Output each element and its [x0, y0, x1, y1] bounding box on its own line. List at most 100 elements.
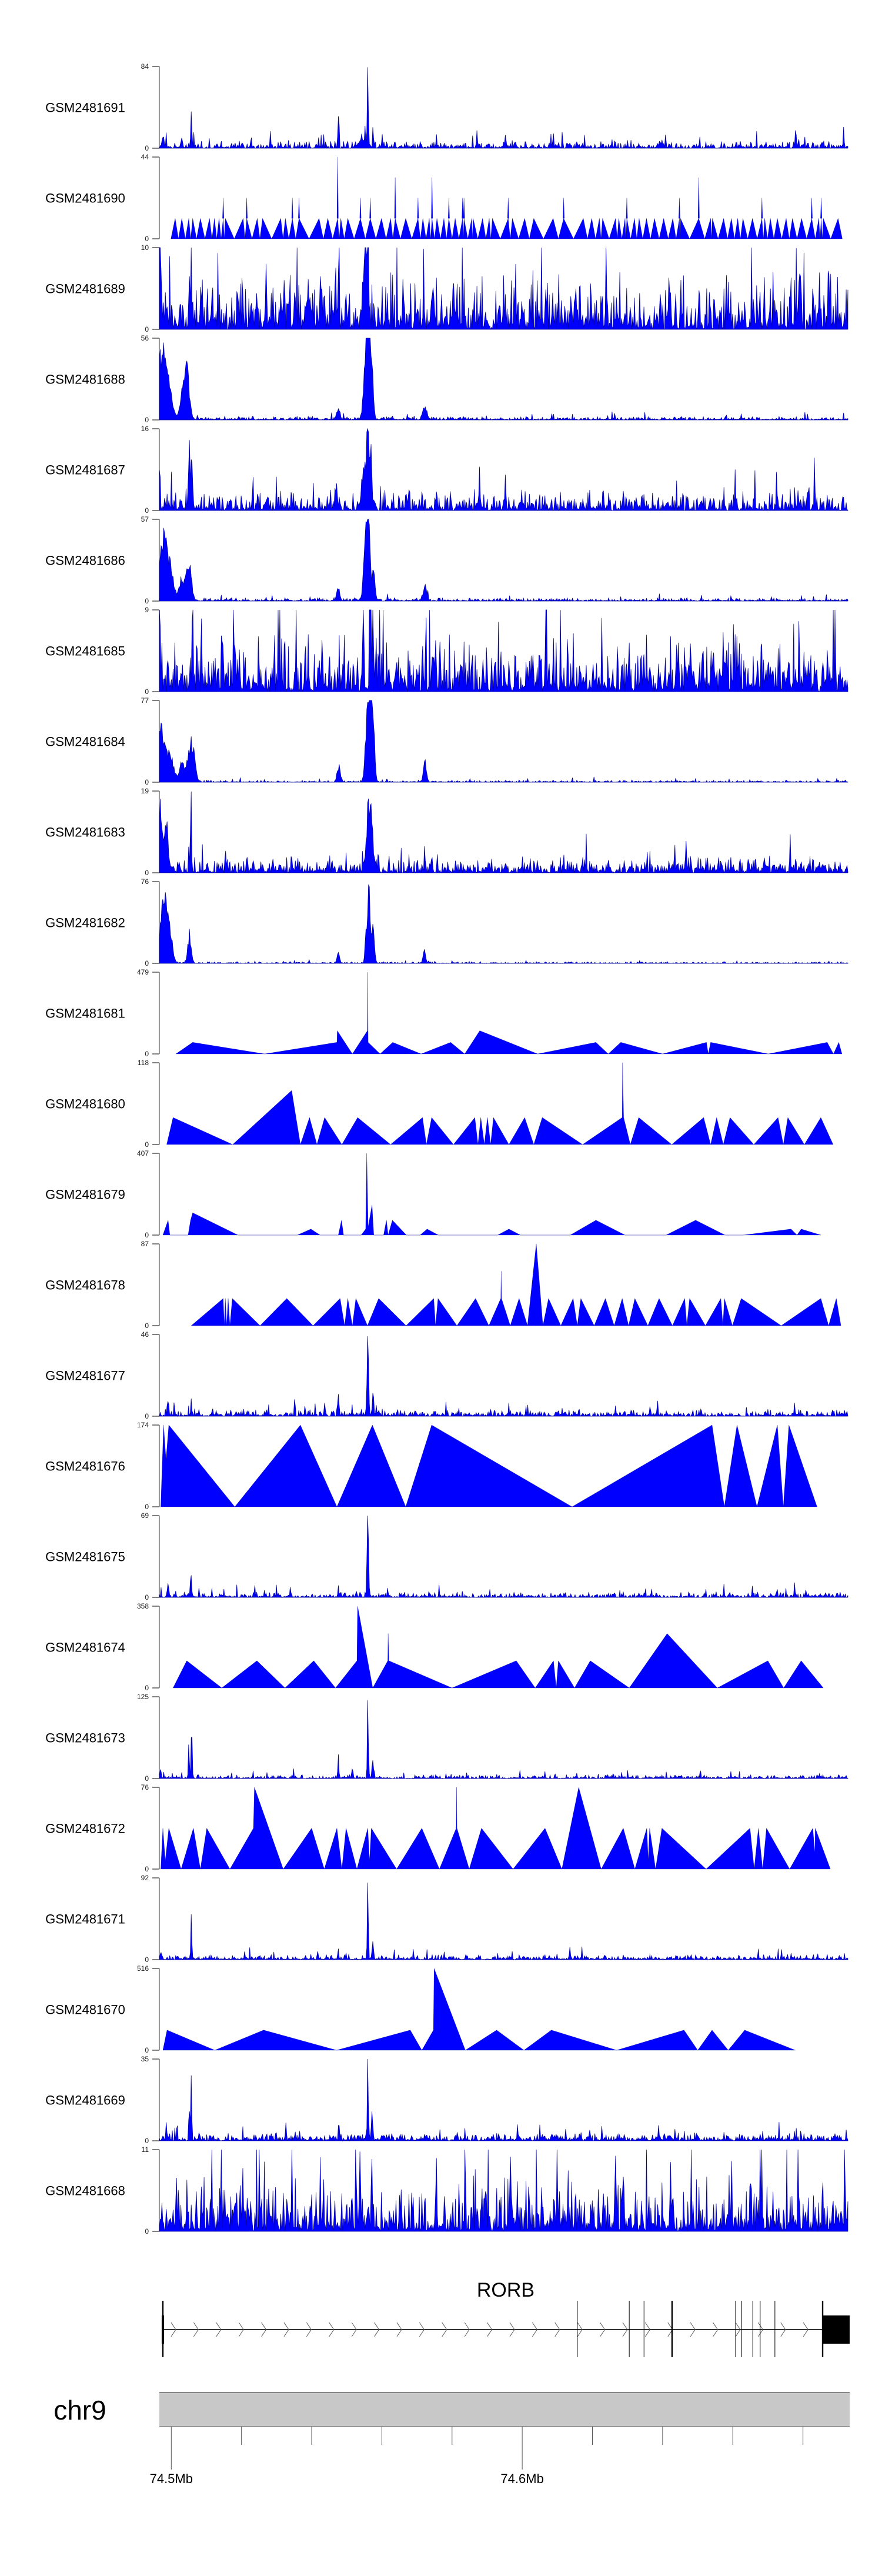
y-axis-max-label: 19 [141, 787, 149, 795]
axis-tick-label: 74.5Mb [150, 2471, 193, 2486]
strand-arrow-icon [261, 2322, 267, 2337]
track-label: GSM2481677 [45, 1369, 125, 1383]
axis-tick-label: 74.6Mb [500, 2471, 543, 2486]
signal-area-GSM2481689 [159, 247, 848, 330]
track-label: GSM2481685 [45, 644, 125, 659]
track-label: GSM2481691 [45, 101, 125, 115]
strand-arrow-icon [374, 2322, 380, 2337]
y-axis-max-label: 46 [141, 1330, 149, 1339]
y-axis-max-label: 76 [141, 1783, 149, 1791]
strand-arrow-icon [757, 2322, 763, 2337]
track-GSM2481688: GSM2481688 56 0 [45, 334, 848, 424]
y-axis-min-label: 0 [145, 1593, 149, 1601]
signal-area-GSM2481674 [173, 1606, 824, 1689]
strand-arrow-icon [193, 2322, 199, 2337]
track-GSM2481680: GSM2481680 118 0 [45, 1059, 834, 1149]
track-label: GSM2481675 [45, 1550, 125, 1564]
track-label: GSM2481684 [45, 735, 125, 749]
y-axis-min-label: 0 [145, 1322, 149, 1330]
y-axis-min-label: 0 [145, 325, 149, 333]
y-axis-min-label: 0 [145, 1956, 149, 1964]
strand-arrow-icon [487, 2322, 493, 2337]
track-GSM2481691: GSM2481691 84 0 [45, 62, 848, 152]
strand-arrow-icon [554, 2322, 560, 2337]
track-label: GSM2481672 [45, 1821, 125, 1836]
strand-arrow-icon [306, 2322, 312, 2337]
signal-tracks: GSM2481691840GSM2481690440GSM2481689100G… [45, 62, 848, 2235]
signal-area-GSM2481669 [159, 2058, 848, 2142]
signal-area-GSM2481684 [159, 700, 848, 783]
last-exon-block [823, 2315, 850, 2344]
y-axis-max-label: 76 [141, 877, 149, 886]
y-axis-max-label: 125 [137, 1693, 149, 1701]
track-label: GSM2481676 [45, 1459, 125, 1474]
y-axis-max-label: 358 [137, 1602, 149, 1610]
y-axis-min-label: 0 [145, 1503, 149, 1511]
signal-area-GSM2481687 [159, 428, 848, 512]
strand-arrow-icon [735, 2322, 741, 2337]
track-label: GSM2481679 [45, 1187, 125, 1202]
track-GSM2481669: GSM2481669 35 0 [45, 2055, 848, 2145]
track-label: GSM2481670 [45, 2003, 125, 2017]
signal-area-GSM2481678 [191, 1243, 841, 1326]
track-label: GSM2481683 [45, 825, 125, 840]
strand-arrow-icon [238, 2322, 244, 2337]
track-GSM2481671: GSM2481671 92 0 [45, 1874, 848, 1964]
strand-arrow-icon [644, 2322, 650, 2337]
track-GSM2481674: GSM2481674 358 0 [45, 1602, 824, 1692]
y-axis-min-label: 0 [145, 144, 149, 152]
y-axis-max-label: 77 [141, 696, 149, 705]
y-axis-min-label: 0 [145, 416, 149, 424]
track-GSM2481668: GSM2481668 11 0 [45, 2145, 848, 2235]
signal-area-GSM2481671 [159, 1882, 848, 1961]
y-axis-max-label: 35 [141, 2055, 149, 2063]
track-label: GSM2481682 [45, 916, 125, 930]
track-label: GSM2481674 [45, 1640, 125, 1655]
y-axis-min-label: 0 [145, 506, 149, 515]
strand-arrow-icon [600, 2322, 606, 2337]
y-axis-max-label: 56 [141, 334, 149, 342]
y-axis-max-label: 516 [137, 1964, 149, 1973]
y-axis-max-label: 57 [141, 515, 149, 523]
signal-area-GSM2481679 [162, 1153, 821, 1236]
strand-arrow-icon [780, 2322, 786, 2337]
track-GSM2481681: GSM2481681 479 0 [45, 968, 843, 1058]
strand-arrow-icon [713, 2322, 719, 2337]
y-axis-max-label: 9 [145, 606, 149, 614]
y-axis-min-label: 0 [145, 1774, 149, 1783]
track-GSM2481682: GSM2481682 76 0 [45, 877, 848, 967]
track-GSM2481670: GSM2481670 516 0 [45, 1964, 796, 2054]
track-label: GSM2481671 [45, 1912, 125, 1927]
signal-area-GSM2481685 [159, 609, 848, 693]
y-axis-max-label: 11 [142, 2145, 149, 2154]
first-exon [161, 2315, 164, 2344]
y-axis-min-label: 0 [145, 1050, 149, 1058]
track-GSM2481675: GSM2481675 69 0 [45, 1511, 848, 1601]
strand-arrow-icon [442, 2322, 447, 2337]
track-label: GSM2481673 [45, 1731, 125, 1746]
track-GSM2481673: GSM2481673 125 0 [45, 1693, 848, 1783]
track-label: GSM2481688 [45, 372, 125, 387]
y-axis-min-label: 0 [145, 778, 149, 786]
y-axis-max-label: 407 [137, 1149, 149, 1157]
strand-arrow-icon [396, 2322, 402, 2337]
strand-arrow-icon [216, 2322, 222, 2337]
y-axis-min-label: 0 [145, 597, 149, 605]
track-GSM2481677: GSM2481677 46 0 [45, 1330, 848, 1420]
track-label: GSM2481690 [45, 191, 125, 206]
y-axis-min-label: 0 [145, 869, 149, 877]
track-label: GSM2481669 [45, 2093, 125, 2108]
track-GSM2481685: GSM2481685 9 0 [45, 606, 848, 696]
signal-area-GSM2481688 [159, 338, 848, 421]
track-GSM2481687: GSM2481687 16 0 [45, 425, 848, 515]
signal-area-GSM2481691 [159, 67, 848, 149]
y-axis-max-label: 118 [138, 1059, 149, 1067]
gene-name: RORB [477, 2279, 534, 2301]
y-axis-min-label: 0 [145, 1140, 149, 1149]
track-GSM2481672: GSM2481672 76 0 [45, 1783, 831, 1873]
strand-arrow-icon [509, 2322, 515, 2337]
y-axis-min-label: 0 [145, 235, 149, 243]
signal-area-GSM2481682 [159, 884, 848, 964]
track-GSM2481676: GSM2481676 174 0 [45, 1421, 817, 1511]
